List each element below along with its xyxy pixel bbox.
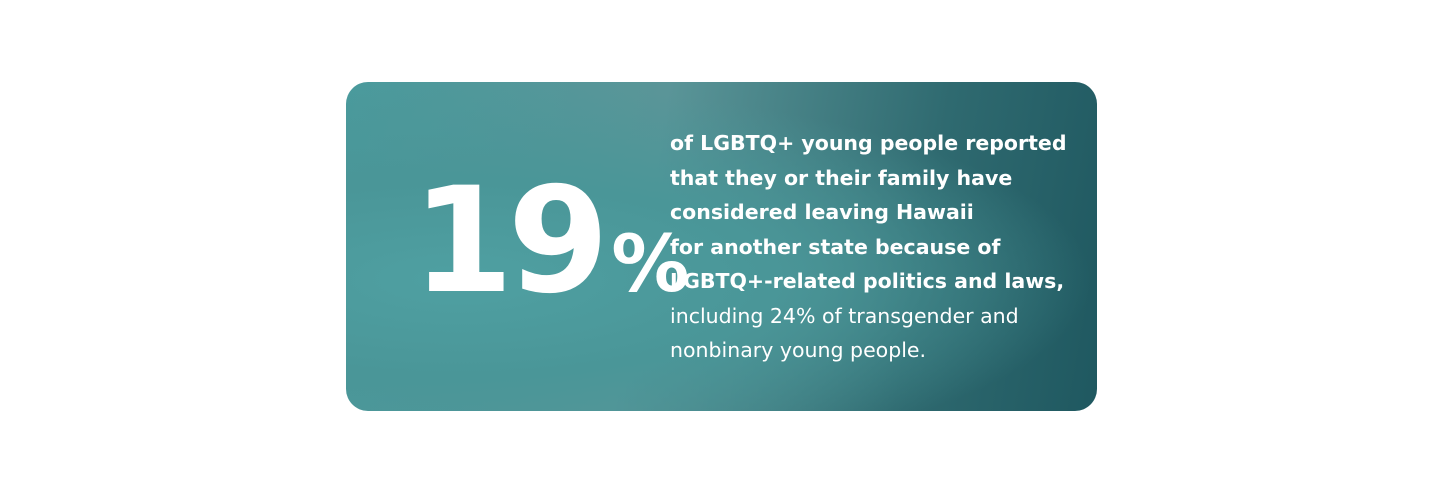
description-line: that they or their family have	[670, 165, 1013, 190]
description-line: of LGBTQ+ young people reported	[670, 131, 1067, 155]
stat-card	[346, 82, 1097, 411]
stat: 19%	[412, 168, 689, 314]
description-line: considered leaving Hawaii	[670, 200, 974, 224]
description-line: including 24% of transgender and	[670, 303, 1019, 328]
description: of LGBTQ+ young people reported that they…	[670, 126, 1067, 368]
description-line: LGBTQ+-related politics and laws,	[670, 269, 1065, 293]
stat-symbol: %	[611, 220, 690, 310]
description-line: for another state because of	[670, 234, 1001, 259]
stat-number: 19	[412, 156, 609, 326]
description-line: nonbinary young people.	[670, 338, 927, 362]
